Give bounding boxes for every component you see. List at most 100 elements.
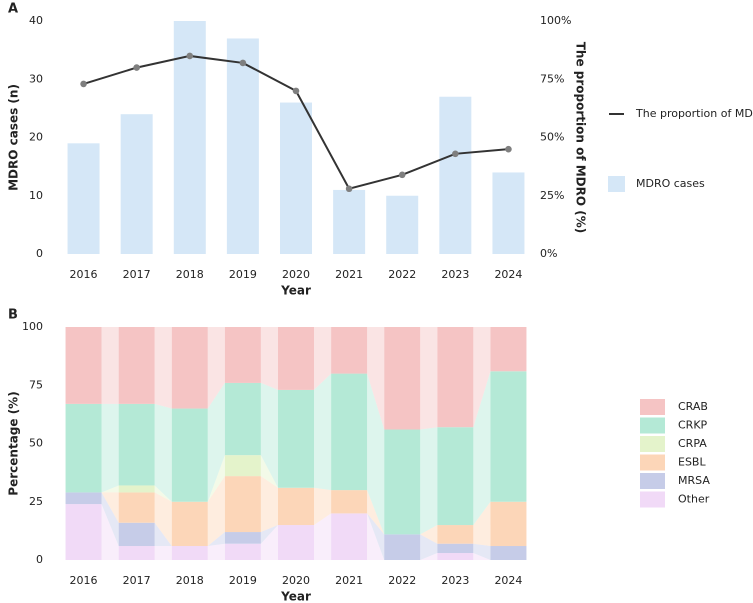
y-tick-label: 30 bbox=[29, 72, 43, 85]
flow-band bbox=[420, 534, 438, 560]
flow-band bbox=[101, 492, 119, 523]
y-tick-label: 75 bbox=[29, 378, 43, 391]
flow-band bbox=[420, 553, 438, 560]
flow-band bbox=[420, 525, 438, 544]
y-tick-label: 100 bbox=[22, 320, 43, 333]
flow-band bbox=[207, 532, 225, 547]
y2-tick-label: 0% bbox=[540, 247, 557, 260]
flow-band bbox=[154, 327, 172, 409]
flow-band bbox=[473, 553, 491, 560]
bar-segment bbox=[171, 546, 208, 560]
x-tick-label: 2019 bbox=[229, 574, 257, 587]
bar-segment bbox=[171, 327, 208, 409]
flow-band bbox=[314, 487, 332, 526]
point bbox=[80, 80, 87, 88]
legend-swatch bbox=[640, 399, 665, 415]
legend-label: MRSA bbox=[678, 474, 710, 487]
flow-band bbox=[314, 513, 332, 560]
point bbox=[452, 150, 459, 158]
legend-label: MDRO cases bbox=[636, 177, 705, 190]
point bbox=[292, 87, 300, 95]
legend-label: ESBL bbox=[678, 456, 706, 469]
bar bbox=[226, 38, 259, 254]
point bbox=[505, 145, 512, 153]
bar-segment bbox=[490, 327, 527, 372]
x-tick-label: 2023 bbox=[441, 574, 469, 587]
flow-band bbox=[260, 455, 278, 488]
legend-label: CRPA bbox=[678, 437, 707, 450]
flow-band bbox=[154, 485, 172, 502]
bar-segment bbox=[65, 327, 102, 404]
flow-band bbox=[260, 382, 278, 488]
x-tick-label: 2017 bbox=[123, 268, 151, 281]
x-tick-label: 2021 bbox=[335, 574, 363, 587]
flow-band bbox=[101, 327, 119, 404]
x-tick-label: 2022 bbox=[388, 574, 416, 587]
x-tick-label: 2020 bbox=[282, 268, 310, 281]
bar-segment bbox=[331, 490, 368, 514]
bar bbox=[492, 172, 525, 254]
point bbox=[133, 64, 140, 71]
flow-band bbox=[473, 543, 491, 560]
x-tick-label: 2020 bbox=[282, 574, 310, 587]
bar-segment bbox=[118, 522, 155, 547]
bar-segment bbox=[278, 487, 314, 526]
bar-segment bbox=[224, 543, 261, 560]
bar-segment bbox=[224, 382, 261, 456]
flow-band bbox=[260, 327, 278, 390]
point bbox=[398, 171, 406, 179]
flow-band bbox=[207, 327, 225, 409]
y-tick-label: 40 bbox=[29, 14, 43, 27]
flow-band bbox=[101, 485, 119, 493]
flow-band bbox=[154, 546, 172, 560]
legend-label: The proportion of MDRO bbox=[635, 107, 753, 120]
flow-band bbox=[154, 403, 172, 502]
bar-segment bbox=[118, 403, 155, 486]
bar-segment bbox=[278, 525, 314, 560]
bar bbox=[67, 143, 100, 254]
bar bbox=[120, 114, 153, 254]
y-axis-title: Percentage (%) bbox=[7, 391, 21, 495]
bar bbox=[386, 195, 419, 254]
bar-segment bbox=[278, 327, 314, 390]
flow-band bbox=[154, 492, 172, 547]
legend-swatch bbox=[640, 454, 665, 471]
flow-band bbox=[101, 504, 119, 560]
y2-tick-label: 50% bbox=[540, 131, 564, 144]
bar-segment bbox=[118, 546, 155, 560]
panel-label: B bbox=[8, 308, 18, 323]
x-tick-label: 2017 bbox=[123, 574, 151, 587]
flow-band bbox=[367, 373, 385, 535]
bar-segment bbox=[224, 327, 261, 383]
bar-segment bbox=[384, 327, 421, 430]
legend-label: CRAB bbox=[678, 400, 708, 413]
flow-band bbox=[473, 501, 491, 547]
x-tick-label: 2018 bbox=[176, 268, 204, 281]
flow-band bbox=[207, 455, 225, 502]
bar-segment bbox=[65, 403, 102, 493]
x-axis-title: Year bbox=[280, 590, 311, 603]
bar-segment bbox=[171, 501, 208, 547]
legend-swatch bbox=[640, 491, 665, 508]
bar-segment bbox=[437, 525, 474, 544]
flow-band bbox=[260, 525, 278, 560]
flow-band bbox=[367, 327, 385, 430]
y-tick-label: 20 bbox=[29, 131, 43, 144]
flow-band bbox=[367, 513, 385, 560]
x-tick-label: 2016 bbox=[70, 268, 98, 281]
legend-label: CRKP bbox=[678, 419, 708, 432]
flow-band bbox=[473, 327, 491, 428]
legend-swatch bbox=[640, 417, 665, 434]
flow-band bbox=[314, 327, 332, 390]
x-tick-label: 2018 bbox=[176, 574, 204, 587]
flow-band bbox=[367, 490, 385, 535]
x-axis-title: Year bbox=[280, 284, 311, 298]
legend-swatch bbox=[640, 436, 665, 452]
y-tick-label: 25 bbox=[29, 495, 43, 508]
flow-band bbox=[420, 327, 438, 430]
bar-segment bbox=[384, 429, 421, 535]
flow-band bbox=[260, 525, 278, 544]
legend-label: Other bbox=[678, 493, 710, 506]
bar-segment bbox=[224, 455, 261, 477]
